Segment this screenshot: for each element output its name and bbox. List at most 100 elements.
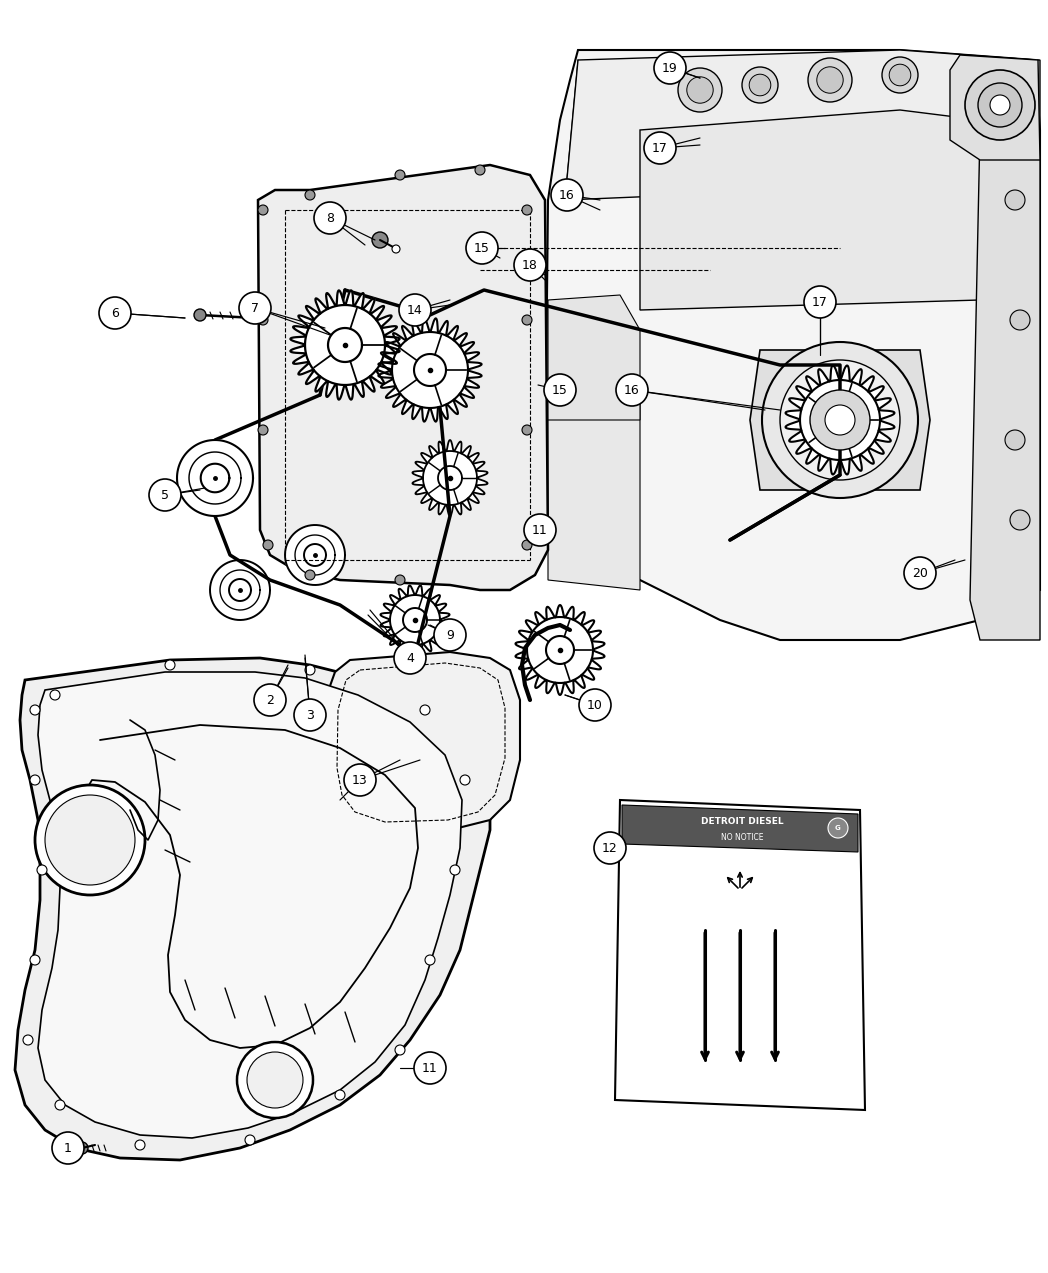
- Circle shape: [305, 190, 315, 200]
- Circle shape: [514, 250, 546, 281]
- Circle shape: [889, 64, 911, 85]
- Text: NO NOTICE: NO NOTICE: [721, 834, 763, 843]
- Text: 11: 11: [422, 1062, 438, 1074]
- Text: 12: 12: [603, 841, 618, 854]
- Circle shape: [742, 67, 778, 103]
- Circle shape: [762, 342, 918, 498]
- Circle shape: [1005, 430, 1025, 449]
- Polygon shape: [290, 290, 399, 400]
- Circle shape: [395, 171, 405, 179]
- Polygon shape: [380, 586, 450, 654]
- Circle shape: [804, 286, 836, 318]
- Circle shape: [544, 374, 576, 406]
- Circle shape: [50, 690, 60, 700]
- Polygon shape: [38, 672, 462, 1138]
- Circle shape: [816, 66, 844, 93]
- Text: 4: 4: [406, 652, 414, 665]
- Polygon shape: [516, 605, 605, 695]
- Circle shape: [335, 1090, 345, 1100]
- Polygon shape: [615, 799, 865, 1110]
- Text: 7: 7: [252, 302, 259, 314]
- Circle shape: [395, 575, 405, 586]
- Text: 11: 11: [532, 523, 548, 536]
- Circle shape: [434, 619, 466, 651]
- Text: 13: 13: [352, 774, 368, 787]
- Circle shape: [420, 705, 430, 715]
- Circle shape: [35, 785, 145, 895]
- Circle shape: [30, 705, 40, 715]
- Polygon shape: [548, 390, 640, 589]
- Polygon shape: [258, 165, 548, 589]
- Text: 9: 9: [446, 629, 454, 642]
- Circle shape: [828, 819, 848, 838]
- Text: 5: 5: [161, 489, 169, 502]
- Circle shape: [1010, 311, 1030, 330]
- Circle shape: [194, 309, 206, 321]
- Circle shape: [237, 1043, 313, 1118]
- Polygon shape: [378, 318, 482, 421]
- Polygon shape: [640, 109, 980, 311]
- Polygon shape: [949, 55, 1040, 160]
- Circle shape: [37, 864, 47, 875]
- Polygon shape: [325, 652, 520, 833]
- Circle shape: [45, 796, 135, 885]
- Circle shape: [522, 205, 532, 215]
- Text: 17: 17: [652, 141, 668, 154]
- Polygon shape: [970, 60, 1040, 640]
- Circle shape: [414, 1051, 446, 1085]
- Text: 19: 19: [662, 61, 678, 75]
- Circle shape: [990, 95, 1010, 115]
- Circle shape: [578, 689, 611, 721]
- Polygon shape: [545, 50, 1040, 640]
- Circle shape: [551, 179, 583, 211]
- Circle shape: [135, 1141, 145, 1150]
- Circle shape: [314, 202, 346, 234]
- Circle shape: [904, 558, 936, 589]
- Circle shape: [30, 775, 40, 785]
- Circle shape: [965, 70, 1035, 140]
- Text: 3: 3: [306, 709, 314, 722]
- Circle shape: [425, 955, 435, 965]
- Text: 20: 20: [912, 566, 927, 579]
- Circle shape: [882, 57, 918, 93]
- Polygon shape: [548, 295, 640, 420]
- Circle shape: [1005, 190, 1025, 210]
- Circle shape: [149, 479, 181, 510]
- Circle shape: [780, 360, 900, 480]
- Circle shape: [522, 314, 532, 325]
- Polygon shape: [786, 365, 895, 475]
- Circle shape: [258, 314, 268, 325]
- Circle shape: [258, 425, 268, 435]
- Text: 8: 8: [326, 211, 334, 224]
- Circle shape: [394, 642, 425, 673]
- Circle shape: [686, 76, 714, 103]
- Circle shape: [399, 294, 431, 326]
- Text: 16: 16: [625, 383, 640, 396]
- Polygon shape: [565, 50, 1040, 200]
- Circle shape: [395, 1045, 405, 1055]
- Text: 14: 14: [407, 303, 423, 317]
- Circle shape: [1010, 510, 1030, 530]
- Circle shape: [165, 659, 175, 670]
- Circle shape: [749, 74, 770, 95]
- Circle shape: [808, 59, 852, 102]
- Circle shape: [678, 67, 722, 112]
- Circle shape: [258, 205, 268, 215]
- Text: 17: 17: [812, 295, 828, 308]
- Circle shape: [52, 1132, 84, 1164]
- Circle shape: [99, 297, 131, 328]
- Circle shape: [239, 292, 271, 325]
- Circle shape: [522, 425, 532, 435]
- Circle shape: [305, 665, 315, 675]
- Circle shape: [594, 833, 626, 864]
- Circle shape: [825, 405, 855, 435]
- Polygon shape: [285, 524, 345, 586]
- Polygon shape: [177, 440, 253, 516]
- Circle shape: [978, 83, 1022, 127]
- Text: DETROIT DIESEL: DETROIT DIESEL: [701, 817, 783, 826]
- Circle shape: [616, 374, 648, 406]
- Circle shape: [245, 1136, 255, 1144]
- Circle shape: [30, 955, 40, 965]
- Polygon shape: [623, 805, 858, 852]
- Circle shape: [23, 1035, 32, 1045]
